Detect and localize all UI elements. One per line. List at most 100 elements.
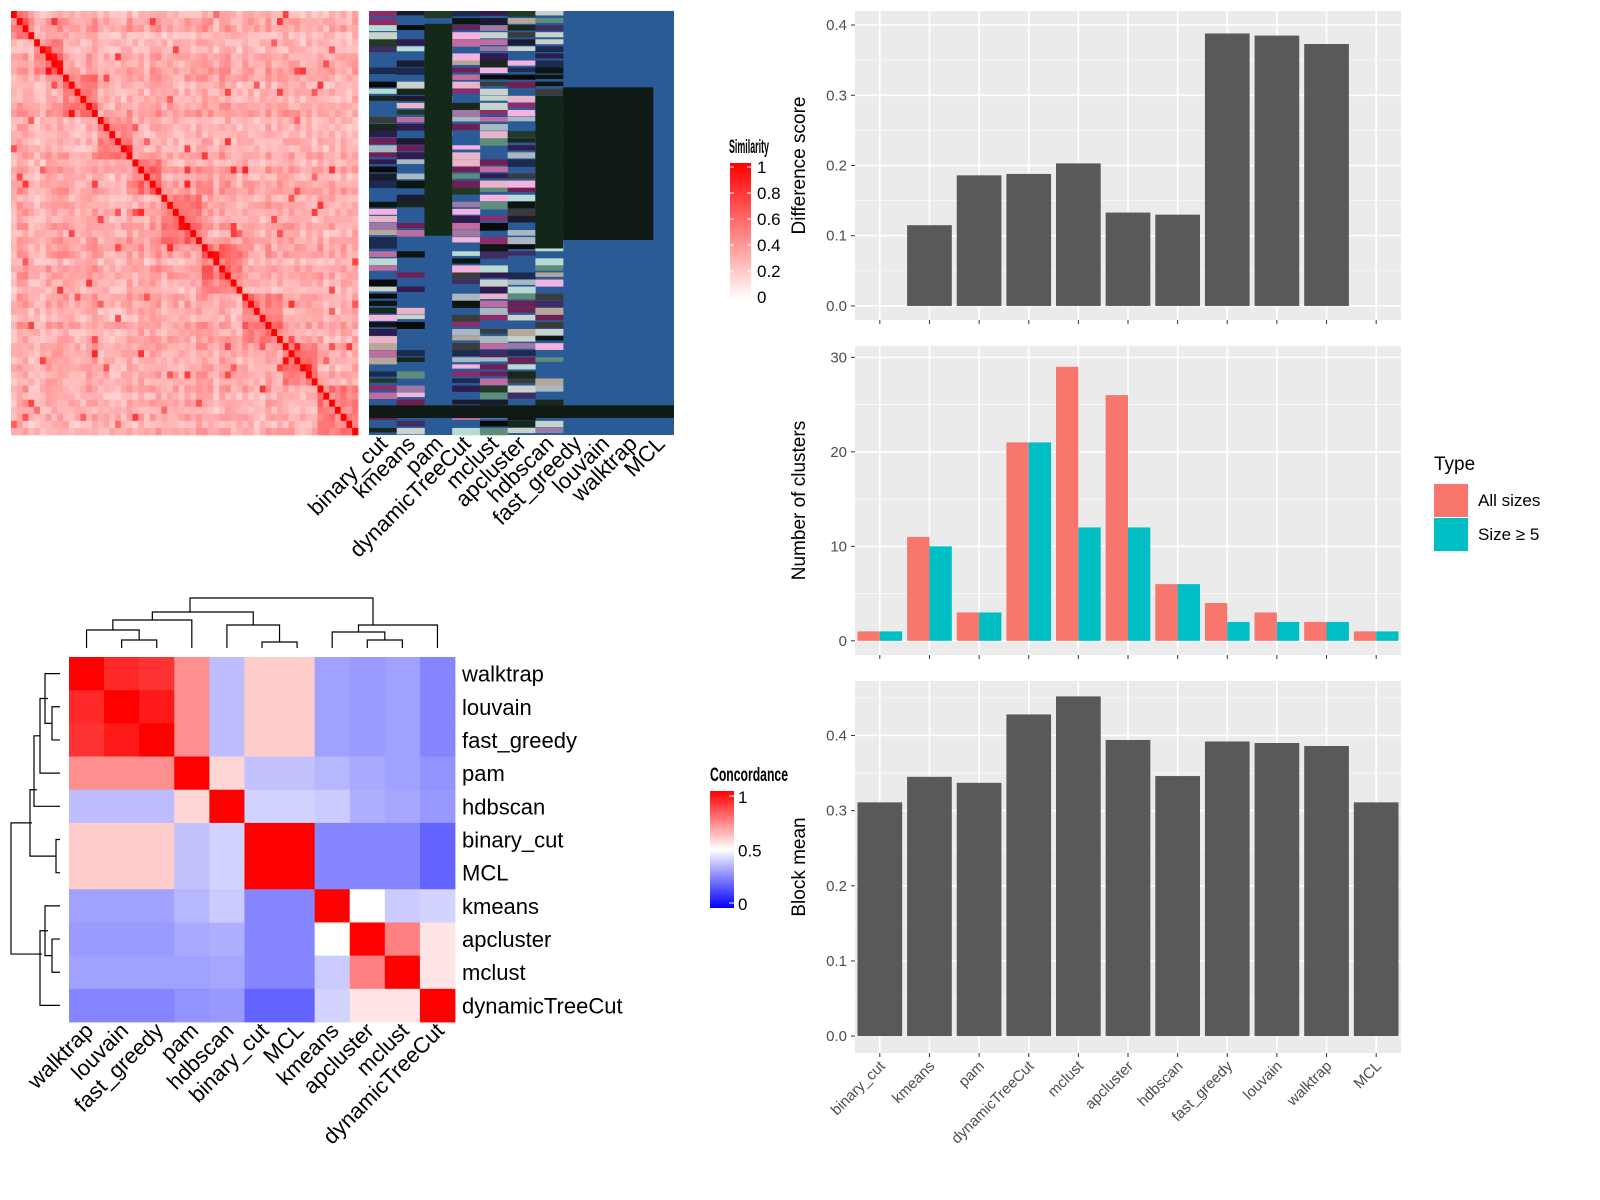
similarity-cell [51, 286, 58, 295]
similarity-cell [80, 427, 87, 436]
similarity-cell [28, 251, 35, 259]
similarity-cell [334, 131, 342, 139]
concordance-cell [314, 723, 351, 757]
similarity-cell [271, 145, 278, 153]
assignment-cell [479, 307, 508, 316]
similarity-cell [184, 215, 191, 224]
similarity-cell [305, 67, 313, 75]
similarity-cell [11, 152, 18, 160]
similarity-cell [340, 74, 347, 83]
similarity-cell [132, 95, 139, 104]
similarity-cell [132, 131, 139, 139]
similarity-cell [352, 180, 359, 189]
similarity-cell [224, 350, 232, 358]
similarity-cell [149, 251, 156, 259]
similarity-cell [86, 300, 93, 309]
bar [1105, 212, 1151, 306]
similarity-cell [126, 223, 133, 231]
similarity-cell [311, 138, 318, 146]
similarity-cell [271, 159, 278, 167]
similarity-cell [248, 314, 255, 323]
similarity-cell [219, 286, 226, 295]
similarity-cell [259, 413, 266, 422]
similarity-cell [28, 39, 35, 47]
similarity-cell [294, 109, 301, 118]
similarity-cell [144, 187, 151, 196]
bar [907, 776, 952, 1037]
similarity-cell [224, 46, 232, 54]
similarity-cell [74, 279, 81, 287]
similarity-cell [248, 364, 255, 372]
assignment-cell [369, 39, 398, 47]
similarity-cell [155, 364, 162, 372]
similarity-cell [265, 166, 272, 174]
similarity-cell [242, 413, 249, 422]
similarity-cell [300, 32, 307, 40]
similarity-cell [132, 427, 139, 436]
concordance-row-label: mclust [462, 960, 526, 985]
similarity-cell [207, 124, 214, 132]
similarity-cell [155, 420, 162, 429]
similarity-cell [340, 314, 347, 323]
similarity-cell [132, 230, 139, 238]
similarity-cell [138, 427, 145, 436]
similarity-cell [51, 357, 58, 365]
similarity-cell [207, 286, 214, 295]
similarity-cell [34, 74, 41, 83]
similarity-cell [184, 392, 191, 401]
similarity-cell [294, 46, 301, 54]
assignment-cell [507, 357, 536, 364]
assignment-cell [535, 18, 564, 23]
assignment-cell [479, 74, 508, 80]
similarity-cell [86, 223, 93, 231]
similarity-cell [161, 336, 168, 344]
similarity-cell [39, 159, 47, 167]
assignment-cell [396, 173, 425, 180]
similarity-cell [28, 159, 35, 167]
similarity-cell [126, 95, 133, 104]
similarity-cell [120, 286, 128, 295]
assignment-cell [507, 117, 536, 122]
similarity-cell [201, 230, 209, 238]
similarity-cell [172, 74, 180, 83]
similarity-cell [11, 329, 18, 337]
similarity-cell [22, 371, 29, 379]
similarity-cell [74, 46, 81, 54]
similarity-cell [294, 159, 301, 167]
bar [1006, 714, 1052, 1037]
concordance-cell [244, 822, 280, 857]
similarity-cell [68, 208, 76, 217]
similarity-cell [294, 279, 301, 287]
y-axis-title: Difference score [789, 97, 810, 235]
similarity-cell [126, 343, 133, 351]
similarity-cell [352, 350, 359, 358]
similarity-cell [334, 371, 342, 379]
similarity-cell [39, 138, 47, 146]
similarity-cell [305, 279, 313, 287]
similarity-cell [144, 39, 151, 47]
similarity-cell [11, 95, 18, 104]
similarity-cell [282, 39, 289, 47]
similarity-cell [190, 286, 197, 295]
similarity-cell [265, 230, 272, 238]
similarity-cell [282, 102, 289, 111]
similarity-cell [63, 46, 70, 54]
similarity-cell [51, 223, 58, 231]
similarity-cell [91, 25, 99, 33]
similarity-cell [51, 251, 58, 259]
similarity-cell [207, 357, 214, 365]
similarity-cell [271, 39, 278, 47]
similarity-cell [63, 343, 70, 351]
concordance-column-dendrogram [226, 624, 281, 648]
similarity-cell [57, 329, 64, 337]
concordance-column-dendrogram [366, 639, 403, 648]
similarity-cell [39, 230, 47, 238]
similarity-cell [34, 109, 41, 118]
similarity-cell [282, 343, 289, 351]
similarity-cell [340, 258, 347, 266]
similarity-cell [34, 18, 41, 26]
similarity-cell [340, 293, 347, 302]
similarity-cell [22, 173, 29, 181]
similarity-cell [317, 74, 324, 83]
similarity-cell [74, 124, 81, 132]
